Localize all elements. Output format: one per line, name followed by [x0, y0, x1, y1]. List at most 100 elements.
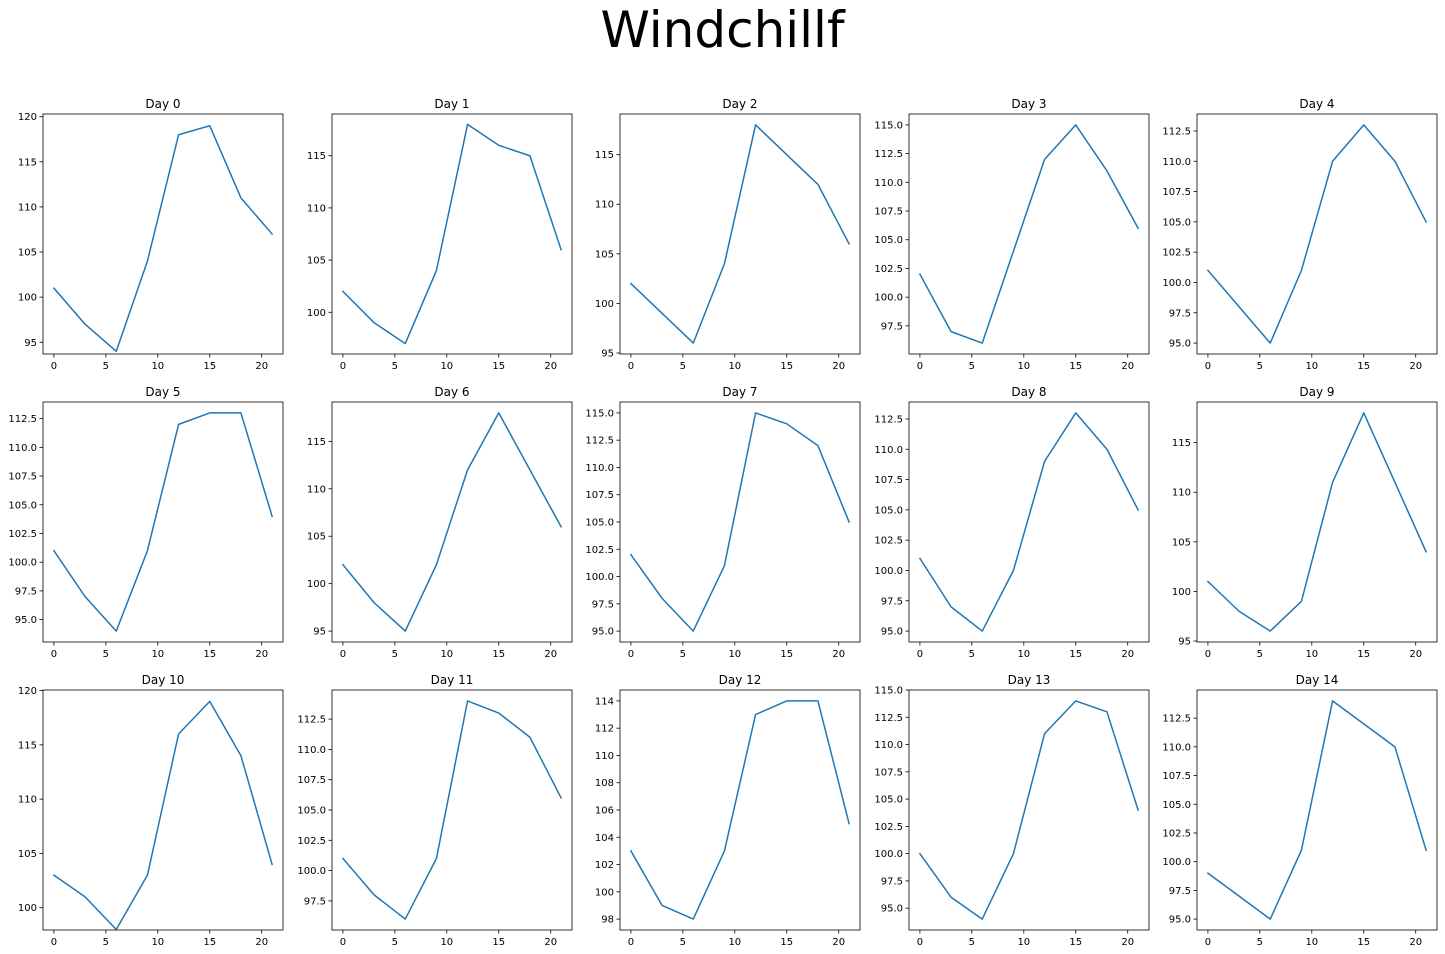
x-tick-label: 10	[728, 937, 741, 948]
series-line	[918, 124, 1140, 344]
x-tick-label: 5	[969, 649, 975, 660]
x-tick-label: 0	[917, 937, 923, 948]
y-tick-label: 95.0	[881, 904, 903, 915]
y-tick-label: 115.0	[874, 686, 903, 697]
x-tick-label: 20	[832, 937, 845, 948]
y-tick-label: 107.5	[585, 490, 614, 501]
y-tick-label: 100.0	[1162, 278, 1191, 289]
x-tick-label: 0	[340, 937, 346, 948]
x-tick-label: 10	[151, 649, 164, 660]
y-tick-label: 95.0	[881, 627, 903, 638]
y-tick-label: 102.5	[1162, 248, 1191, 259]
subplot-title: Day 8	[1011, 385, 1046, 399]
figure-title: Windchillf	[600, 1, 845, 59]
x-tick-label: 20	[832, 649, 845, 660]
y-tick-label: 120	[18, 112, 37, 123]
subplot-title: Day 3	[1011, 97, 1046, 111]
y-tick-label: 102.5	[297, 836, 326, 847]
y-tick-label: 105.0	[874, 795, 903, 806]
y-tick-label: 95.0	[15, 615, 37, 626]
y-tick-label: 104	[595, 833, 614, 844]
x-tick-label: 5	[392, 937, 398, 948]
subplot-title: Day 12	[719, 673, 762, 687]
y-tick-label: 102.5	[585, 545, 614, 556]
y-tick-label: 107.5	[297, 775, 326, 786]
y-tick-label: 112.5	[1162, 714, 1191, 725]
y-tick-label: 108	[595, 778, 614, 789]
x-tick-label: 15	[1357, 361, 1370, 372]
series-line	[629, 124, 851, 344]
x-tick-label: 10	[1017, 649, 1030, 660]
plot-frame	[331, 689, 573, 931]
subplot-title: Day 4	[1299, 97, 1334, 111]
y-tick-label: 100	[307, 308, 326, 319]
subplot-title: Day 11	[431, 673, 474, 687]
series-line	[341, 123, 563, 345]
x-tick-label: 15	[492, 361, 505, 372]
y-tick-label: 110.0	[874, 178, 903, 189]
y-tick-label: 95	[24, 338, 37, 349]
y-tick-label: 100	[18, 903, 37, 914]
plot-frame	[42, 113, 284, 355]
subplot: Day 2 95 100 105 110 115 0 5 10 15 20	[595, 97, 861, 372]
y-tick-label: 115	[595, 150, 614, 161]
x-tick-label: 0	[51, 649, 57, 660]
y-tick-label: 112.5	[297, 715, 326, 726]
y-tick-label: 107.5	[874, 207, 903, 218]
x-tick-label: 20	[255, 937, 268, 948]
subplot: Day 11 97.5 100.0 102.5 105.0 107.5 110.0 112.5…	[297, 673, 573, 948]
y-tick-label: 105.0	[8, 500, 37, 511]
x-tick-label: 20	[544, 361, 557, 372]
subplot: Day 4 95.0 97.5 100.0 102.5 105.0 107.5 110.0 11…	[1162, 97, 1438, 372]
x-tick-label: 5	[680, 937, 686, 948]
plot-frame	[908, 113, 1150, 355]
y-tick-label: 112.5	[1162, 126, 1191, 137]
x-tick-label: 15	[1069, 361, 1082, 372]
plot-frame	[42, 401, 284, 643]
x-tick-label: 20	[544, 937, 557, 948]
series-line	[341, 700, 563, 920]
y-tick-label: 105.0	[297, 806, 326, 817]
plot-frame	[331, 401, 573, 643]
y-tick-label: 112.5	[874, 713, 903, 724]
x-tick-label: 0	[51, 937, 57, 948]
y-tick-label: 105.0	[585, 518, 614, 529]
y-tick-label: 110	[1172, 488, 1191, 499]
plot-frame	[1196, 401, 1438, 643]
y-tick-label: 115	[307, 151, 326, 162]
y-tick-label: 115.0	[585, 408, 614, 419]
x-tick-label: 20	[832, 361, 845, 372]
x-tick-label: 20	[1409, 937, 1422, 948]
subplot-title: Day 14	[1296, 673, 1339, 687]
x-tick-label: 0	[1205, 649, 1211, 660]
y-tick-label: 105.0	[874, 235, 903, 246]
y-tick-label: 97.5	[304, 896, 326, 907]
y-tick-label: 115	[1172, 438, 1191, 449]
x-tick-label: 0	[1205, 361, 1211, 372]
y-tick-label: 110.0	[874, 445, 903, 456]
subplot: Day 0 95 100 105 110 115 120 0 5 10 15 20	[18, 97, 284, 372]
subplot: Day 9 95 100 105 110 115 0 5 10 15 20	[1172, 385, 1438, 660]
y-tick-label: 112.5	[874, 414, 903, 425]
y-tick-label: 115	[18, 157, 37, 168]
y-tick-label: 107.5	[1162, 187, 1191, 198]
x-tick-label: 5	[1257, 649, 1263, 660]
plot-frame	[619, 113, 861, 355]
x-tick-label: 10	[440, 649, 453, 660]
y-tick-label: 97.5	[592, 599, 614, 610]
series-line	[1206, 124, 1428, 344]
x-tick-label: 5	[969, 361, 975, 372]
y-tick-label: 102.5	[874, 264, 903, 275]
subplot: Day 7 95.0 97.5 100.0 102.5 105.0 107.5 110.0 11…	[585, 385, 861, 660]
y-tick-label: 95	[601, 349, 614, 360]
y-tick-label: 102.5	[8, 529, 37, 540]
x-tick-label: 10	[1305, 649, 1318, 660]
y-tick-label: 105.0	[1162, 217, 1191, 228]
subplot-title: Day 9	[1299, 385, 1334, 399]
x-tick-label: 20	[1121, 649, 1134, 660]
plot-frame	[1196, 113, 1438, 355]
x-tick-label: 0	[917, 361, 923, 372]
x-tick-label: 15	[203, 361, 216, 372]
y-tick-label: 97.5	[881, 876, 903, 887]
